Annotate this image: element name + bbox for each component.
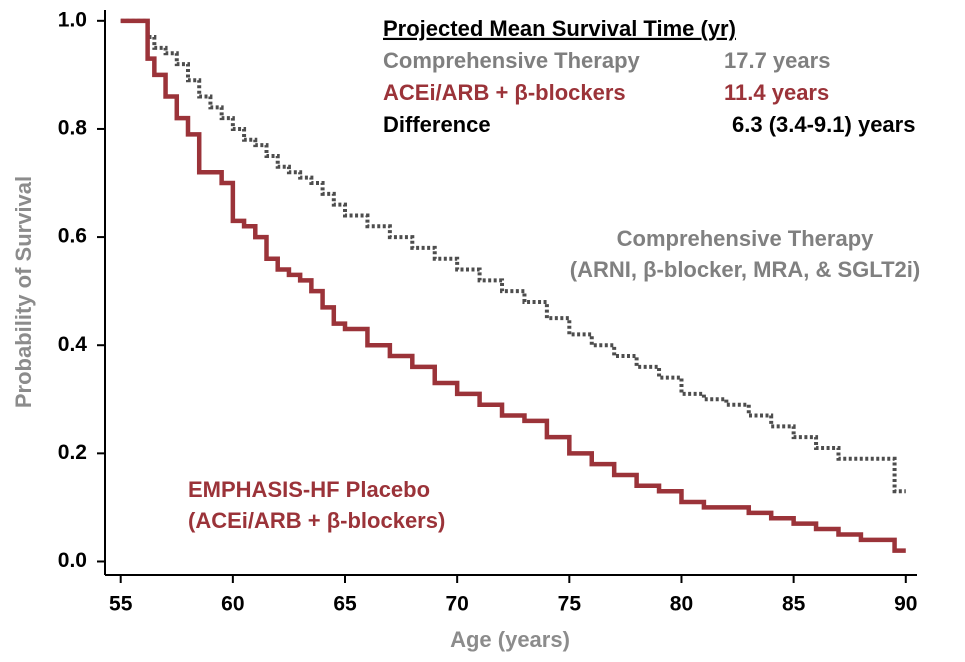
x-tick-label: 85 [782, 593, 806, 616]
x-tick-label: 70 [445, 593, 468, 616]
summary-value: 11.4 years [724, 80, 829, 105]
summary-value: 6.3 (3.4-9.1) years [732, 112, 915, 137]
series-sublabel: (ACEi/ARB + β-blockers) [188, 508, 445, 533]
y-tick-label: 0.0 [58, 549, 87, 572]
series-label: EMPHASIS-HF Placebo [188, 477, 430, 502]
survival-curve [120, 18, 906, 494]
series-sublabel: (ARNI, β-blocker, MRA, & SGLT2i) [570, 257, 920, 282]
summary-label: ACEi/ARB + β-blockers [383, 80, 626, 105]
y-tick-label: 0.8 [58, 116, 88, 139]
series-label: Comprehensive Therapy [617, 226, 875, 251]
x-tick-label: 60 [221, 593, 244, 616]
summary-label: Difference [383, 112, 491, 137]
summary-label: Comprehensive Therapy [383, 48, 641, 73]
y-tick-label: 0.4 [58, 333, 88, 356]
y-tick-label: 1.0 [58, 8, 87, 31]
x-axis-title: Age (years) [450, 627, 570, 652]
survival-curve [120, 18, 906, 553]
x-tick-label: 90 [894, 593, 917, 616]
y-tick-label: 0.2 [58, 441, 87, 464]
x-tick-label: 65 [333, 593, 357, 616]
summary-title: Projected Mean Survival Time (yr) [383, 16, 736, 41]
y-axis-title: Probability of Survival [11, 176, 36, 408]
summary-value: 17.7 years [724, 48, 830, 73]
x-tick-label: 80 [670, 593, 693, 616]
y-tick-label: 0.6 [58, 225, 87, 248]
x-tick-label: 55 [109, 593, 133, 616]
x-tick-label: 75 [558, 593, 582, 616]
